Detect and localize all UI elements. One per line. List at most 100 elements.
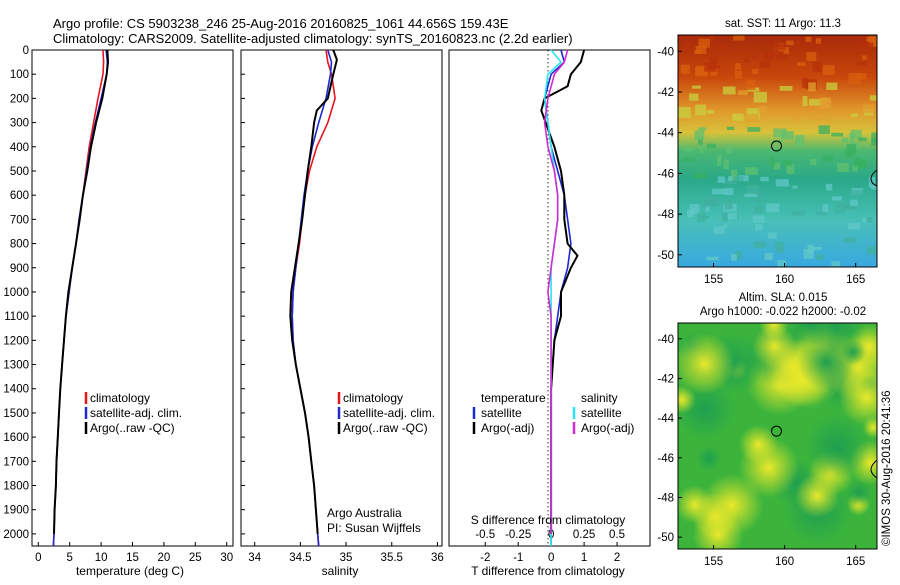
sst-pixel bbox=[717, 176, 725, 183]
sst-pixel bbox=[733, 35, 745, 41]
temperature-legend: climatology satellite-adj. clim. Argo(..… bbox=[84, 391, 182, 435]
legend-label-s-satellite: satellite bbox=[581, 406, 622, 420]
map-y-tick-label: -44 bbox=[657, 128, 674, 140]
sst-pixel bbox=[866, 246, 877, 255]
sst-pixel bbox=[775, 241, 784, 253]
legend-label-argo: Argo(..raw -QC) bbox=[90, 421, 175, 435]
sst-pixel bbox=[801, 77, 809, 89]
sst-pixel bbox=[745, 167, 758, 175]
salinity-plot-frame bbox=[240, 49, 443, 547]
sst-pixel bbox=[682, 157, 695, 162]
sst-pixel bbox=[816, 254, 824, 260]
sst-pixel bbox=[679, 117, 688, 121]
legend-label-argo: Argo(..raw -QC) bbox=[343, 421, 428, 435]
salinity-profile-panel: 34 34.5 35 35.5 36 climatology satellite-adj… bbox=[240, 49, 444, 578]
sst-pixel bbox=[777, 260, 786, 267]
x-tick-label: 20 bbox=[158, 552, 171, 564]
sst-pixel bbox=[752, 55, 759, 59]
sst-pixel bbox=[786, 164, 795, 174]
map-y-tick-label: -40 bbox=[657, 46, 674, 58]
series-line-argo-adj bbox=[540, 49, 586, 534]
sst-pixel bbox=[760, 176, 769, 182]
sst-pixel bbox=[848, 222, 860, 230]
series-line-argo-raw-qc bbox=[53, 49, 109, 534]
sst-pixel bbox=[818, 125, 830, 135]
sst-pixel bbox=[698, 127, 707, 131]
sst-pixel bbox=[866, 36, 876, 42]
sst-pixel bbox=[826, 183, 833, 191]
sst-pixel bbox=[759, 61, 771, 68]
sst-pixel bbox=[767, 232, 777, 239]
sst-pixel bbox=[850, 129, 862, 140]
sst-pixel bbox=[792, 185, 798, 189]
sla-map-frame bbox=[677, 322, 878, 550]
sst-pixel bbox=[773, 162, 781, 170]
series-line-argo-adj bbox=[543, 49, 569, 534]
sst-pixel bbox=[826, 82, 838, 91]
legend-label-s-argo: Argo(-adj) bbox=[581, 421, 634, 435]
y-tick-label: 1600 bbox=[3, 432, 29, 444]
sst-pixel bbox=[815, 38, 822, 44]
sst-pixel bbox=[822, 65, 835, 75]
sst-pixel bbox=[850, 190, 864, 196]
sla-blob bbox=[738, 437, 799, 498]
sst-pixel bbox=[695, 45, 707, 55]
y-tick-label: 1500 bbox=[3, 408, 29, 420]
sst-pixel bbox=[758, 106, 768, 114]
y-tick-label: 800 bbox=[10, 239, 29, 251]
sst-pixel bbox=[852, 164, 859, 172]
sst-pixel bbox=[735, 63, 741, 70]
y-tick-label: 300 bbox=[10, 118, 29, 130]
sst-pixel bbox=[744, 193, 758, 198]
sst-pixel bbox=[734, 70, 742, 79]
sst-pixel bbox=[710, 35, 715, 42]
series-line-argo-raw-qc bbox=[289, 49, 338, 534]
sst-pixel bbox=[812, 61, 822, 73]
map-y-tick-label: -46 bbox=[657, 453, 674, 465]
map-y-tick-label: -42 bbox=[657, 87, 674, 99]
sst-pixel bbox=[727, 213, 738, 220]
sst-pixel bbox=[783, 47, 789, 54]
s-tick-label: 0.5 bbox=[609, 529, 625, 541]
argo-location-marker bbox=[771, 425, 783, 437]
sst-pixel bbox=[832, 196, 842, 201]
sst-pixel bbox=[805, 36, 812, 43]
sst-pixel bbox=[861, 55, 867, 60]
sst-pixel bbox=[726, 126, 735, 130]
legend-label-t-argo: Argo(-adj) bbox=[481, 421, 534, 435]
x-tick-label: 30 bbox=[220, 552, 233, 564]
difference-legend: temperature satellite Argo(-adj) salinit… bbox=[472, 391, 634, 435]
x-tick-label: -1 bbox=[513, 552, 523, 564]
sst-pixel bbox=[712, 46, 727, 51]
map-y-tick-label: -50 bbox=[657, 250, 674, 262]
map-y-tick-label: -44 bbox=[657, 413, 674, 425]
sst-pixel bbox=[710, 68, 718, 76]
sst-pixel bbox=[813, 114, 826, 120]
sst-pixel bbox=[702, 215, 710, 220]
sst-pixel bbox=[836, 163, 849, 173]
sst-pixel bbox=[802, 96, 808, 107]
x-tick-label: 1 bbox=[581, 552, 587, 564]
sst-pixel bbox=[709, 65, 720, 69]
sst-pixel bbox=[683, 148, 694, 152]
sst-pixel bbox=[795, 41, 801, 47]
coastline-fragment bbox=[870, 459, 878, 479]
y-tick-label: 600 bbox=[10, 190, 29, 202]
sst-pixel bbox=[746, 108, 761, 117]
sst-pixel bbox=[869, 95, 877, 101]
sst-pixel bbox=[730, 169, 738, 181]
sst-pixel bbox=[797, 62, 806, 66]
y-tick-label: 900 bbox=[10, 263, 29, 275]
y-tick-label: 1900 bbox=[3, 505, 29, 517]
sst-pixel bbox=[858, 137, 867, 142]
sst-pixel bbox=[704, 200, 718, 206]
sst-pixel bbox=[699, 144, 704, 154]
map-y-tick-label: -48 bbox=[657, 492, 674, 504]
sst-pixel bbox=[723, 188, 734, 196]
sst-pixel bbox=[819, 97, 829, 109]
sst-pixel bbox=[779, 86, 793, 91]
sst-pixel bbox=[849, 133, 855, 144]
figure-title-line2: Climatology: CARS2009. Satellite-adjuste… bbox=[53, 31, 573, 46]
y-tick-label: 100 bbox=[10, 69, 29, 81]
